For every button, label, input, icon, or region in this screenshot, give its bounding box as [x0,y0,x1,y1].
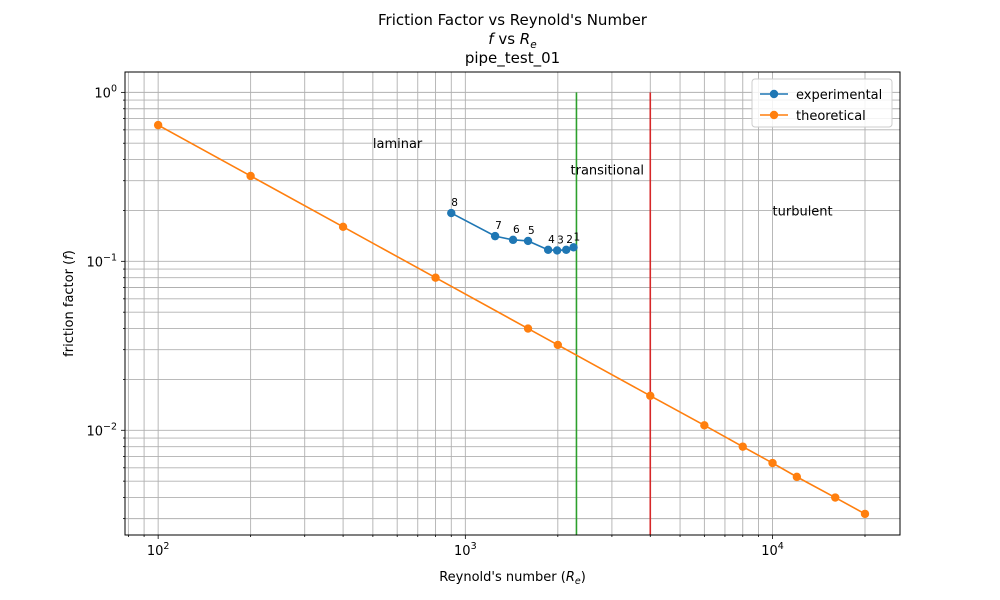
theoretical-line [157,124,866,515]
annotations: laminar transitional turbulent [373,137,833,219]
y-tick-label: 100 [94,83,117,101]
theoretical-point [338,222,348,232]
x-axis-label: Reynold's number (Re) [439,570,586,587]
theoretical-point [153,120,163,130]
x-tick-label: 102 [147,541,170,559]
theoretical-point [860,509,870,519]
region-boundaries [575,92,652,535]
experimental-point [508,235,518,245]
ticks: 102 103 104 100 10−1 10−2 [86,83,866,559]
experimental-point-label: 8 [451,197,458,209]
experimental-point-label: 1 [574,231,581,243]
theoretical-point [646,391,655,400]
theoretical-point [792,472,802,482]
theoretical-point [246,171,255,181]
experimental-point-label: 6 [513,224,520,236]
legend-swatch-marker [769,89,779,99]
region-annotation: laminar [373,137,423,152]
grid [125,72,900,535]
series-layer [153,120,870,519]
x-tick-label: 104 [761,541,784,559]
theoretical-point [700,421,709,430]
experimental-point-label: 2 [566,234,573,246]
region-annotation: transitional [571,163,645,178]
experimental-point [552,246,562,255]
y-axis-label: friction factor (f) [62,250,77,357]
series-experimental [447,208,578,255]
experimental-point [562,245,571,255]
experimental-point [543,245,553,255]
theoretical-point [523,324,533,333]
region-annotation: turbulent [773,204,833,219]
experimental-point-label: 5 [528,225,535,237]
experimental-point [490,231,500,241]
chart-title: Friction Factor vs Reynold's Number [378,11,648,29]
legend-label: experimental [796,88,882,103]
series-theoretical [153,120,870,519]
theoretical-point [738,442,747,451]
experimental-point-label: 3 [557,234,564,246]
plot-frame [124,71,901,536]
x-tick-label: 103 [454,541,477,559]
experimental-point [569,243,578,252]
chart-test-name: pipe_test_01 [465,49,560,68]
experimental-point-label: 4 [548,234,555,246]
experimental-point [447,208,456,218]
theoretical-point [768,458,777,468]
experimental-point [523,236,533,246]
y-tick-label: 10−2 [86,421,117,439]
chart-subtitle: f vs Re [488,30,536,51]
legend: experimental theoretical [751,78,893,128]
theoretical-point [553,340,563,350]
experimental-point-label: 7 [495,220,502,232]
theoretical-point [431,273,440,282]
theoretical-point [831,493,840,502]
y-tick-label: 10−1 [86,252,117,270]
legend-swatch-marker [769,110,779,120]
legend-label: theoretical [796,109,866,124]
